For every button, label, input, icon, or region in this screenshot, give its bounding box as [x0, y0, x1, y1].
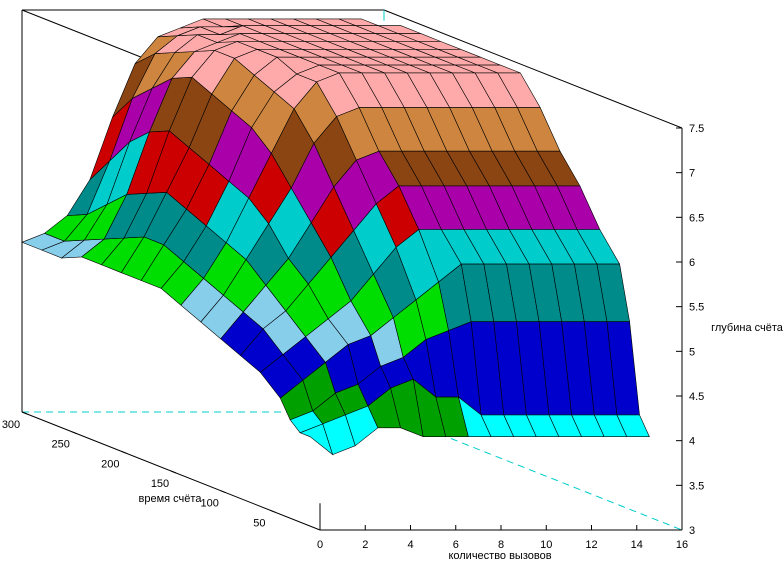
y-tick-label: 200: [101, 458, 119, 470]
z-tick-label: 6: [689, 257, 695, 269]
x-axis-label: количество вызовов: [448, 550, 551, 562]
y-tick-label: 250: [51, 439, 69, 451]
z-tick-label: 4.5: [689, 391, 704, 403]
x-tick-label: 2: [362, 539, 368, 551]
z-tick-label: 3: [689, 525, 695, 537]
x-tick-label: 14: [631, 539, 643, 551]
y-tick: [220, 490, 226, 494]
y-tick-label: 50: [253, 517, 265, 529]
x-tick-label: 8: [498, 539, 504, 551]
y-tick: [170, 470, 177, 474]
axis-ticks: 0 2 4 6 8 10 12 14 16 50 100 150 200 250 300 3 3.5 4 4.5 5 5…: [2, 123, 704, 551]
y-tick: [121, 450, 127, 454]
y-tick: [71, 431, 77, 435]
y-tick: [270, 509, 276, 513]
z-tick-label: 4: [689, 436, 695, 448]
x-tick-label: 10: [540, 539, 552, 551]
x-tick-label: 6: [453, 539, 459, 551]
x-tick-label: 16: [676, 539, 688, 551]
x-tick-label: 0: [317, 539, 323, 551]
y-axis-label: время счёта: [139, 493, 203, 505]
surface-facet: [616, 414, 650, 438]
z-tick-label: 5: [689, 346, 695, 358]
surface-mesh: [21, 18, 650, 456]
y-tick-label: 150: [151, 478, 169, 490]
y-tick: [21, 411, 28, 415]
box-edge-right-top: [383, 9, 683, 129]
x-tick-label: 12: [585, 539, 597, 551]
z-tick-label: 5.5: [689, 302, 704, 314]
x-tick-label: 4: [407, 539, 413, 551]
z-tick-label: 7: [689, 168, 695, 180]
y-tick-label: 100: [200, 498, 218, 510]
z-axis-label: глубина счёта: [711, 322, 784, 334]
z-tick-label: 3.5: [689, 480, 704, 492]
z-tick-label: 7.5: [689, 123, 704, 135]
y-tick-label: 300: [2, 419, 20, 431]
z-tick-label: 6.5: [689, 212, 704, 224]
